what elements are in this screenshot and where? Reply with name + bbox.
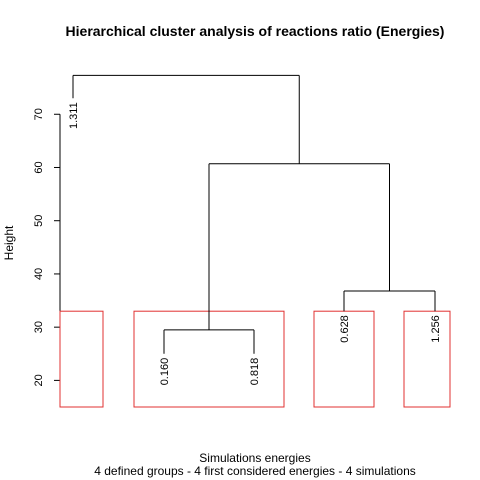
- y-tick-label: 40: [33, 268, 45, 280]
- y-tick-label: 30: [33, 321, 45, 333]
- leaf-label: 0.160: [159, 358, 171, 386]
- y-tick-label: 20: [33, 374, 45, 386]
- x-axis-label: Simulations energies: [199, 451, 310, 465]
- y-axis: 20 30 40 50 60 70: [33, 108, 61, 387]
- dendrogram-branches: [72, 74, 436, 354]
- leaf-labels: 1.311 0.160 0.818 0.628 1.256: [68, 102, 442, 385]
- cluster-group-rect: [59, 310, 104, 408]
- y-tick-label: 60: [33, 161, 45, 173]
- y-axis-label: Height: [2, 225, 16, 260]
- leaf-label: 0.628: [339, 315, 351, 343]
- chart-title: Hierarchical cluster analysis of reactio…: [66, 23, 445, 39]
- y-tick-label: 70: [33, 108, 45, 120]
- leaf-label: 1.311: [68, 102, 80, 129]
- cluster-group-rect: [403, 310, 451, 408]
- y-tick-label: 50: [33, 215, 45, 227]
- chart-subtitle: 4 defined groups - 4 first considered en…: [94, 464, 416, 478]
- leaf-label: 0.818: [249, 358, 261, 386]
- leaf-label: 1.256: [430, 315, 442, 343]
